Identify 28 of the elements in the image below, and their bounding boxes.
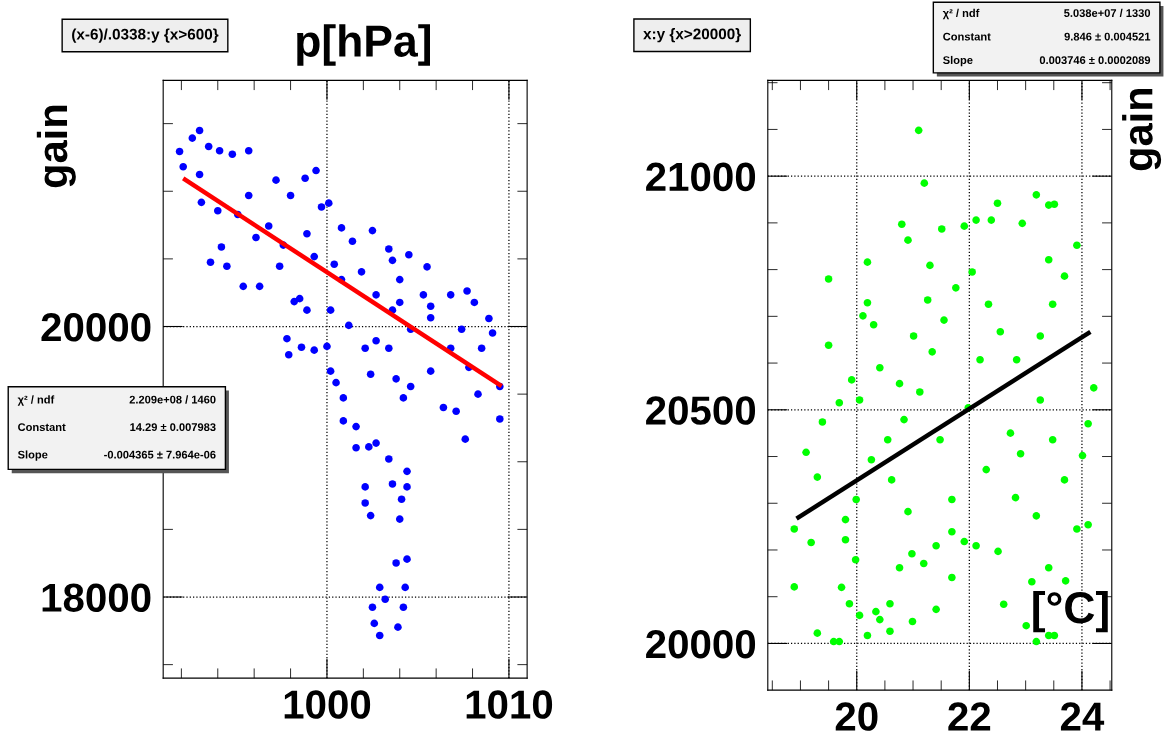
x-tick-label: 24 xyxy=(1060,702,1105,731)
y-axis-title: gain xyxy=(1122,88,1162,171)
annotation: 14.29 ± 0.007983 xyxy=(130,423,216,432)
text: χ² / ndf xyxy=(942,8,980,20)
annotation: -0.004365 ± 7.964e-06 xyxy=(104,450,216,459)
x-tick-label: 20 xyxy=(835,702,878,731)
chart-title: (x-6)/.0338:y {x>600} xyxy=(72,28,219,43)
x-tick-label: 1010 xyxy=(466,690,553,719)
annotation: 2.209e+08 / 1460 xyxy=(129,395,216,404)
text: 9.846 ± 0.004521 xyxy=(1064,32,1151,41)
x-axis-title: [°C] xyxy=(1033,590,1108,633)
text: 0.003746 ± 0.0002089 xyxy=(1039,56,1151,65)
x-tick-label: 22 xyxy=(948,702,991,731)
y-tick-label: 20000 xyxy=(41,312,151,342)
text: 5.038e+07 / 1330 xyxy=(1064,8,1151,18)
y-tick-label: 21000 xyxy=(646,162,756,192)
x-tick-label: 1000 xyxy=(284,690,371,719)
x-axis-title: p[hPa] xyxy=(297,24,430,66)
text: Slope xyxy=(17,450,48,461)
chart-title: x:y {x>20000} xyxy=(643,28,741,43)
text: Constant xyxy=(943,32,991,41)
text: Slope xyxy=(943,55,973,67)
text: χ² / ndf xyxy=(17,395,55,406)
y-tick-label: 20000 xyxy=(646,629,756,659)
y-axis-title: gain xyxy=(36,105,76,188)
y-tick-label: 18000 xyxy=(42,583,151,612)
y-tick-label: 20500 xyxy=(646,396,756,425)
text: Constant xyxy=(18,423,66,432)
